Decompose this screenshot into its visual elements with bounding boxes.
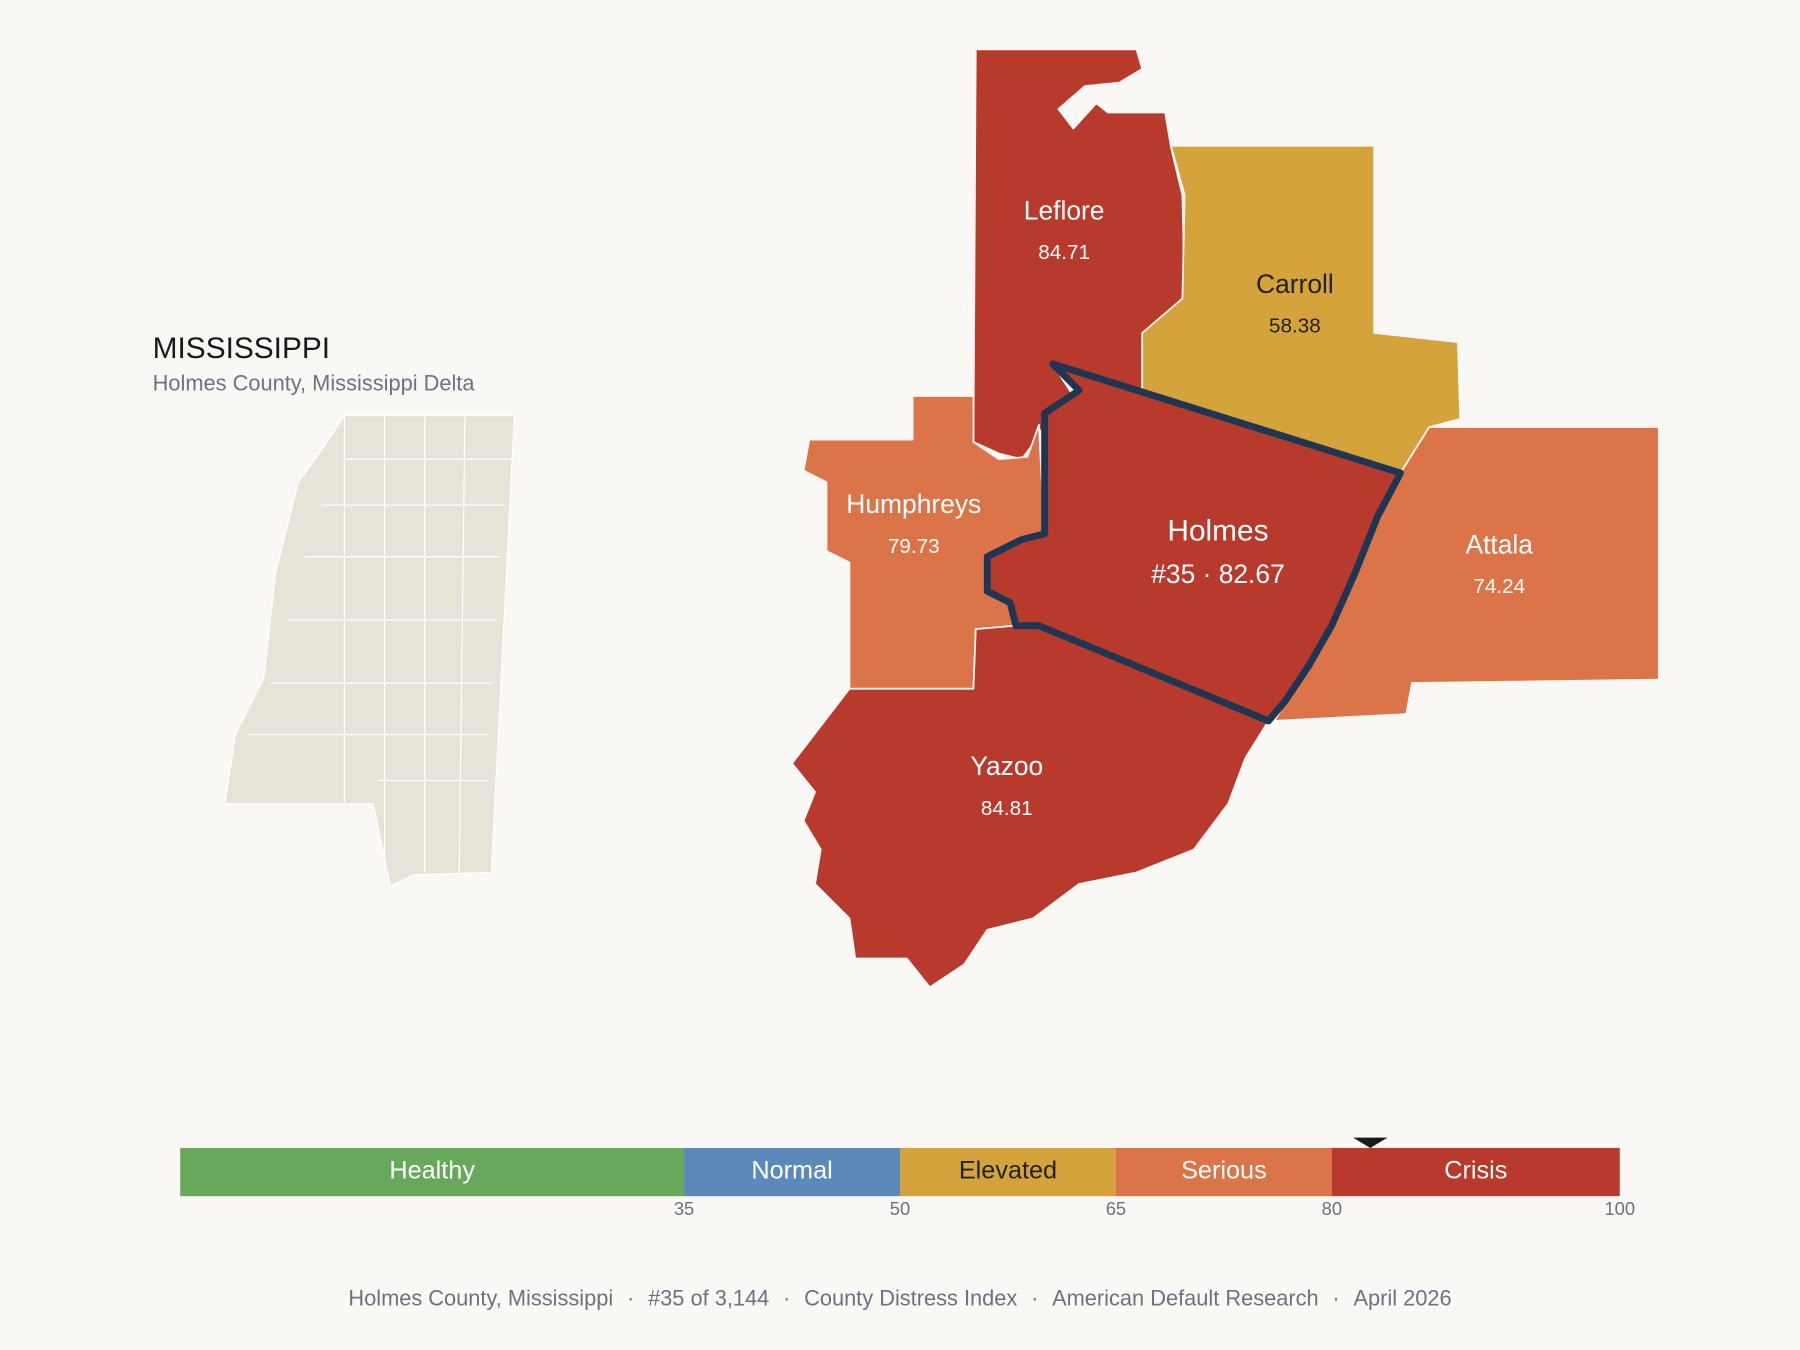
county-name: Humphreys [846, 489, 981, 519]
subtitle: Holmes County, Mississippi Delta [153, 370, 476, 395]
scale-band [180, 1147, 685, 1197]
scale-tick-label: 50 [890, 1198, 910, 1219]
county-lines [246, 415, 511, 873]
county-name: Attala [1465, 529, 1533, 559]
county-name: Leflore [1024, 195, 1105, 225]
scale-band [684, 1147, 900, 1197]
scale-band [900, 1147, 1116, 1197]
scale-legend: Healthy Normal Elevated Serious Crisis 35 50 65… [180, 1137, 1635, 1219]
footer-item: Holmes County, Mississippi [348, 1285, 613, 1310]
band-label: Crisis [1444, 1157, 1507, 1185]
scale-band [1331, 1147, 1620, 1197]
band-label: Elevated [959, 1157, 1057, 1185]
state-shape [224, 414, 515, 888]
footer-item: American Default Research [1052, 1285, 1319, 1310]
footer-item: April 2026 [1353, 1285, 1451, 1310]
county-shape [983, 360, 1404, 725]
state-title: MISSISSIPPI [153, 332, 330, 365]
footer-separator: · [783, 1285, 790, 1310]
scale-tick-label: 65 [1106, 1198, 1126, 1219]
county-name: Carroll [1256, 269, 1334, 299]
county-name: Yazoo [970, 751, 1043, 781]
scale-tick-label: 35 [674, 1198, 694, 1219]
county-layer: Leflore 84.71 Carroll 58.38 Humphreys 79.73 At… [791, 48, 1660, 989]
footer-separator: · [627, 1285, 634, 1310]
county-value: 79.73 [888, 535, 940, 558]
footer: Holmes County, Mississippi · #35 of 3,144 ·… [348, 1285, 1451, 1310]
band-label: Healthy [389, 1157, 475, 1185]
scale-tick-label: 80 [1322, 1198, 1342, 1219]
scale-marker [1353, 1137, 1388, 1148]
band-label: Normal [751, 1157, 832, 1185]
footer-item: #35 of 3,144 [648, 1285, 769, 1310]
county-value: 74.24 [1473, 575, 1525, 598]
county-value: 84.71 [1038, 241, 1090, 264]
scale-band [1115, 1147, 1332, 1197]
county-name: Holmes [1167, 515, 1268, 548]
county-value: #35 · 82.67 [1151, 559, 1285, 589]
footer-item: County Distress Index [804, 1285, 1017, 1310]
footer-separator: · [1031, 1285, 1038, 1310]
county-value: 84.81 [981, 797, 1033, 820]
band-label: Serious [1181, 1157, 1267, 1185]
footer-separator: · [1332, 1285, 1339, 1310]
state-inset [224, 414, 515, 888]
scale-tick-label: 100 [1604, 1198, 1635, 1219]
county-value: 58.38 [1269, 315, 1321, 338]
